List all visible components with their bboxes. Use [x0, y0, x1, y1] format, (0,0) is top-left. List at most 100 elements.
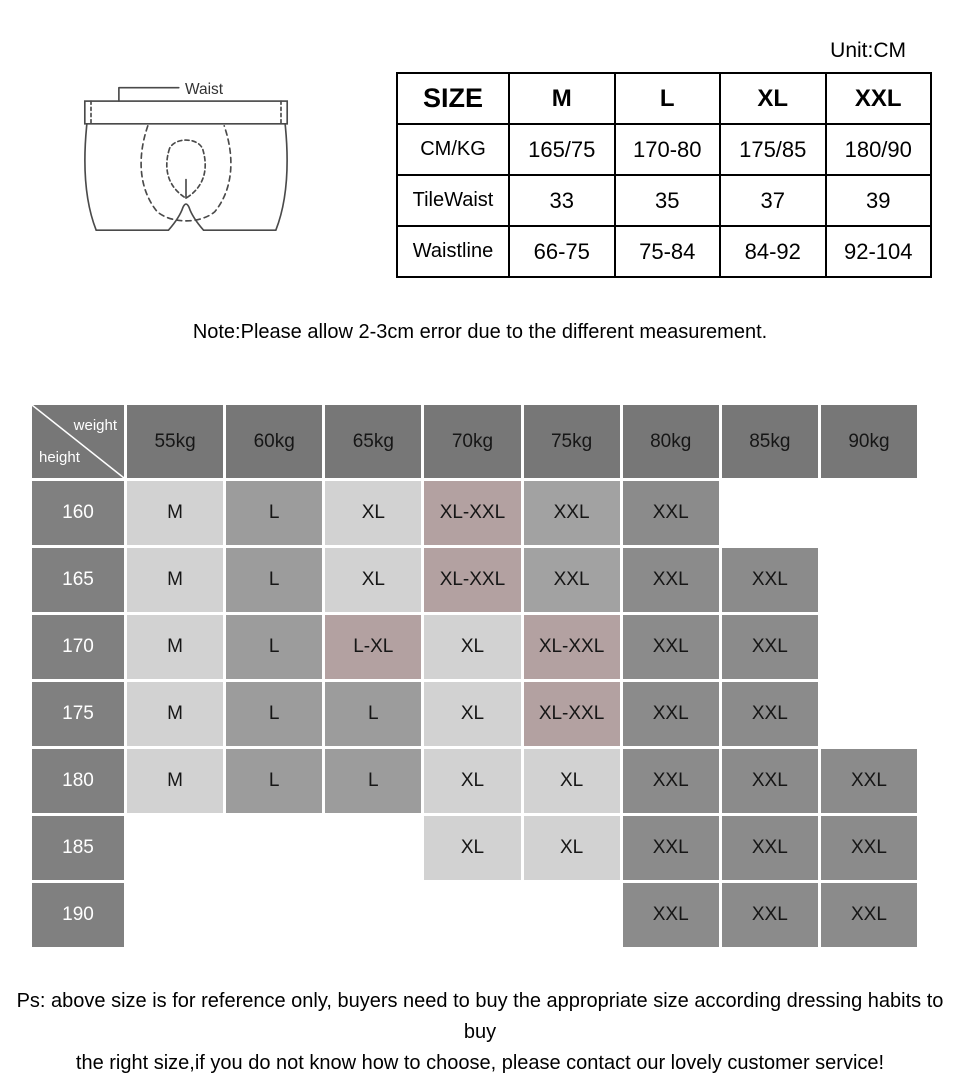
matrix-cell — [721, 481, 818, 545]
matrix-cell: XXL — [721, 682, 818, 746]
matrix-cell: XXL — [622, 548, 719, 612]
matrix-cell: XL-XXL — [523, 615, 620, 679]
cell-value: 39 — [824, 174, 932, 227]
underwear-diagram: Waist — [52, 66, 320, 288]
cell-value: 75-84 — [613, 225, 721, 278]
row-label: Waistline — [396, 225, 510, 278]
matrix-cell: XXL — [622, 749, 719, 813]
table-row-cmkg: CM/KG 165/75 170-80 175/85 180/90 — [396, 123, 932, 176]
matrix-cell: XXL — [622, 816, 719, 880]
cell-value: 66-75 — [508, 225, 616, 278]
matrix-cell: XXL — [523, 548, 620, 612]
matrix-cell: XL-XXL — [523, 682, 620, 746]
matrix-cell — [820, 682, 917, 746]
waist-label: Waist — [185, 81, 224, 98]
matrix-cell: XL — [523, 816, 620, 880]
matrix-cell: XXL — [721, 548, 818, 612]
corner-weight-label: weight — [73, 417, 117, 434]
measurement-note: Note:Please allow 2-3cm error due to the… — [192, 321, 768, 343]
matrix-cell: L — [325, 682, 422, 746]
table-row-tilewaist: TileWaist 33 35 37 39 — [396, 174, 932, 227]
cell-value: 33 — [508, 174, 616, 227]
matrix-cell: M — [127, 481, 224, 545]
cell-value: 35 — [613, 174, 721, 227]
matrix-cell: L — [226, 615, 323, 679]
height-header-175: 175 — [32, 682, 124, 746]
cell-value: 92-104 — [824, 225, 932, 278]
matrix-cell: M — [127, 682, 224, 746]
matrix-cell: L — [226, 749, 323, 813]
matrix-cell: XXL — [622, 682, 719, 746]
matrix-cell: M — [127, 615, 224, 679]
size-xxl-header: XXL — [824, 72, 932, 125]
matrix-cell: XL-XXL — [424, 481, 521, 545]
height-header-180: 180 — [32, 749, 124, 813]
weight-header-75kg: 75kg — [523, 405, 620, 478]
matrix-cell: XXL — [622, 883, 719, 947]
height-weight-matrix: weight height 55kg 60kg 65kg 70kg 75kg 8… — [32, 405, 917, 947]
table-row-waistline: Waistline 66-75 75-84 84-92 92-104 — [396, 225, 932, 278]
matrix-cell: XXL — [721, 883, 818, 947]
weight-header-90kg: 90kg — [820, 405, 917, 478]
matrix-cell: XL — [424, 816, 521, 880]
matrix-cell — [127, 816, 224, 880]
matrix-cell — [820, 481, 917, 545]
matrix-cell — [325, 816, 422, 880]
diagonal-divider — [32, 405, 124, 478]
matrix-cell: XL — [424, 682, 521, 746]
matrix-cell — [424, 883, 521, 947]
matrix-cell: L — [325, 749, 422, 813]
weight-header-60kg: 60kg — [226, 405, 323, 478]
weight-header-65kg: 65kg — [325, 405, 422, 478]
unit-label: Unit:CM — [830, 39, 906, 62]
matrix-cell: L — [226, 481, 323, 545]
size-spec-table: SIZE M L XL XXL CM/KG 165/75 170-80 175/… — [396, 72, 932, 278]
cell-value: 180/90 — [824, 123, 932, 176]
matrix-cell — [127, 883, 224, 947]
size-l-header: L — [613, 72, 721, 125]
matrix-cell: XL — [424, 749, 521, 813]
matrix-cell — [226, 816, 323, 880]
matrix-cell: XXL — [820, 816, 917, 880]
matrix-cell: XXL — [820, 883, 917, 947]
matrix-cell: XXL — [622, 481, 719, 545]
size-m-header: M — [508, 72, 616, 125]
matrix-cell: XL — [325, 481, 422, 545]
cell-value: 170-80 — [613, 123, 721, 176]
height-header-170: 170 — [32, 615, 124, 679]
matrix-cell: M — [127, 548, 224, 612]
matrix-cell: XXL — [721, 749, 818, 813]
matrix-cell: XXL — [622, 615, 719, 679]
row-label: TileWaist — [396, 174, 510, 227]
matrix-cell: XL — [424, 615, 521, 679]
height-header-160: 160 — [32, 481, 124, 545]
weight-header-55kg: 55kg — [127, 405, 224, 478]
cell-value: 84-92 — [719, 225, 827, 278]
matrix-cell: XXL — [721, 615, 818, 679]
size-table-header-row: SIZE M L XL XXL — [396, 72, 932, 125]
matrix-cell: XXL — [721, 816, 818, 880]
boxer-briefs-illustration: Waist — [83, 81, 289, 232]
height-header-185: 185 — [32, 816, 124, 880]
footer-line-1: Ps: above size is for reference only, bu… — [16, 990, 944, 1043]
height-header-165: 165 — [32, 548, 124, 612]
matrix-cell: XXL — [820, 749, 917, 813]
matrix-cell — [523, 883, 620, 947]
weight-header-80kg: 80kg — [622, 405, 719, 478]
matrix-cell: XL-XXL — [424, 548, 521, 612]
cell-value: 175/85 — [719, 123, 827, 176]
matrix-cell — [820, 615, 917, 679]
matrix-cell: L — [226, 548, 323, 612]
matrix-cell: L — [226, 682, 323, 746]
matrix-cell: XXL — [523, 481, 620, 545]
matrix-cell — [226, 883, 323, 947]
height-header-190: 190 — [32, 883, 124, 947]
corner-height-label: height — [39, 449, 80, 466]
footer-note: Ps: above size is for reference only, bu… — [0, 986, 960, 1079]
matrix-cell — [820, 548, 917, 612]
cell-value: 165/75 — [508, 123, 616, 176]
matrix-cell: L-XL — [325, 615, 422, 679]
weight-header-85kg: 85kg — [721, 405, 818, 478]
size-header-cell: SIZE — [396, 72, 510, 125]
